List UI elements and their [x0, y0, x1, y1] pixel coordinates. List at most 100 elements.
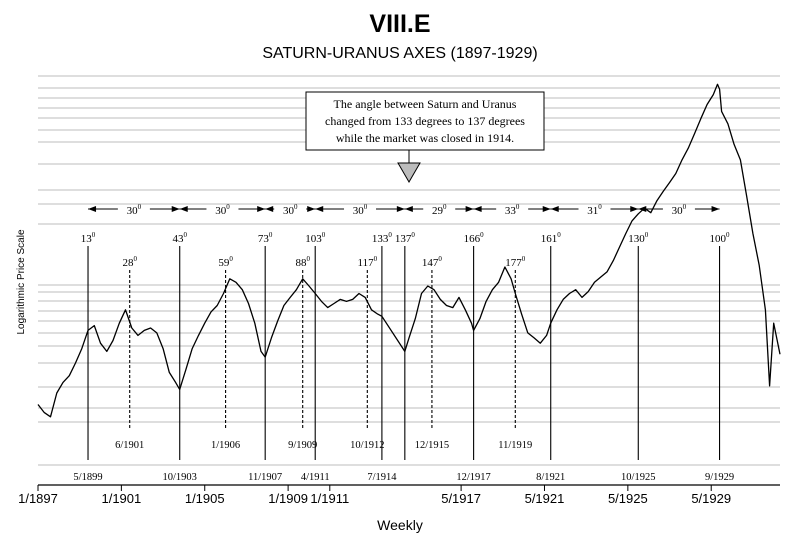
dashed-marker-angle-value: 147	[422, 257, 439, 269]
solid-marker-angle-value: 137	[395, 233, 412, 245]
dashed-marker-angle: 280	[122, 255, 137, 269]
solid-marker-angle-value: 133	[372, 233, 389, 245]
x-tick-label: 1/1905	[185, 491, 225, 506]
solid-marker-date: 11/1907	[248, 472, 282, 483]
x-axis-ticks: 1/1897 1/1901 1/1905 1/1909 1/1911 5/1917 5/19…	[18, 485, 731, 506]
solid-marker-angle-value: 73	[258, 233, 270, 245]
dashed-marker-date: 12/1915	[415, 440, 449, 451]
solid-marker-angle: 130	[81, 231, 96, 245]
x-tick-label: 5/1921	[525, 491, 565, 506]
interval-label-degree: 0	[364, 203, 368, 211]
interval-label-value: 30	[353, 205, 365, 217]
dashed-marker-date: 10/1912	[350, 440, 384, 451]
interval-arrowhead	[711, 206, 720, 212]
solid-marker-date: 8/1921	[536, 472, 565, 483]
interval-label: 300	[672, 203, 687, 217]
interval-arrowhead	[88, 206, 97, 212]
interval-label: 330	[505, 203, 520, 217]
solid-marker-angle-value: 130	[628, 233, 645, 245]
dashed-marker-angle: 880	[295, 255, 310, 269]
solid-marker-angle: 1370	[395, 231, 416, 245]
solid-marker-angle-value: 161	[541, 233, 558, 245]
solid-marker-angle: 1000	[710, 231, 731, 245]
interval-label-degree: 0	[226, 203, 230, 211]
dashed-marker-angle-degree: 0	[374, 255, 378, 263]
dashed-marker-angle-degree: 0	[438, 255, 442, 263]
interval-arrowhead	[171, 206, 180, 212]
interval-label-value: 33	[505, 205, 517, 217]
x-tick-label: 5/1917	[441, 491, 481, 506]
dashed-marker-date: 1/1906	[211, 440, 240, 451]
interval-label-value: 29	[432, 205, 444, 217]
annotation-line: The angle between Saturn and Uranus	[334, 97, 517, 111]
dashed-marker-angle: 590	[218, 255, 233, 269]
solid-marker-date: 10/1903	[163, 472, 197, 483]
chart-title: VIII.E	[369, 10, 430, 38]
interval-label: 300	[127, 203, 142, 217]
interval-label: 300	[353, 203, 368, 217]
dashed-marker-angle: 1470	[422, 255, 443, 269]
solid-marker-angle-value: 13	[81, 233, 93, 245]
interval-arrowhead	[550, 206, 559, 212]
annotation-line: while the market was closed in 1914.	[336, 131, 514, 145]
interval-arrowhead	[542, 206, 551, 212]
interval-arrowhead	[473, 206, 482, 212]
solid-marker-angle-value: 43	[172, 233, 184, 245]
dashed-marker-date: 9/1909	[288, 440, 317, 451]
interval-label-degree: 0	[138, 203, 142, 211]
solid-marker-date: 5/1899	[73, 472, 102, 483]
price-series	[37, 83, 781, 418]
solid-marker-angle-degree: 0	[183, 231, 187, 239]
solid-marker-date: 4/1911	[301, 472, 330, 483]
interval-label-value: 30	[127, 205, 139, 217]
solid-marker-date: 12/1917	[456, 472, 490, 483]
interval-arrows: 300 300 300 300 290 330 310 300	[88, 203, 720, 217]
interval-label-degree: 0	[443, 203, 447, 211]
interval-label-degree: 0	[294, 203, 298, 211]
dashed-marker-angle: 1770	[505, 255, 526, 269]
solid-marker-angle-degree: 0	[322, 231, 326, 239]
interval-arrowhead	[307, 206, 316, 212]
interval-arrowhead	[257, 206, 266, 212]
interval-arrowhead	[465, 206, 474, 212]
solid-marker-date: 9/1929	[705, 472, 734, 483]
interval-arrowhead	[638, 206, 647, 212]
interval-label-value: 30	[283, 205, 295, 217]
solid-marker-angle-value: 103	[305, 233, 322, 245]
x-tick-label: 5/1929	[691, 491, 731, 506]
interval-arrowhead	[179, 206, 188, 212]
y-axis-label: Logarithmic Price Scale	[16, 229, 27, 334]
interval-arrowhead	[396, 206, 405, 212]
solid-marker-angle-degree: 0	[557, 231, 561, 239]
solid-marker-date: 7/1914	[367, 472, 397, 483]
interval-arrowhead	[404, 206, 413, 212]
solid-marker-angle-degree: 0	[388, 231, 392, 239]
annotation-line: changed from 133 degrees to 137 degrees	[325, 114, 525, 128]
solid-marker-angle-degree: 0	[92, 231, 96, 239]
x-tick-label: 1/1901	[101, 491, 141, 506]
dashed-marker-angle-value: 88	[295, 257, 307, 269]
solid-marker-angle: 430	[172, 231, 187, 245]
dashed-marker-angle-degree: 0	[229, 255, 233, 263]
interval-label-degree: 0	[683, 203, 687, 211]
interval-arrowhead	[265, 206, 274, 212]
interval-label-value: 31	[587, 205, 598, 217]
horizontal-grid	[38, 75, 780, 466]
interval-label: 290	[432, 203, 447, 217]
interval-label-value: 30	[215, 205, 227, 217]
solid-marker-angle-degree: 0	[480, 231, 484, 239]
solid-marker-angle: 1660	[464, 231, 485, 245]
interval-label: 310	[587, 203, 602, 217]
x-tick-label: 1/1909	[268, 491, 308, 506]
annotation-arrow	[397, 162, 421, 183]
dashed-marker-angle-degree: 0	[306, 255, 310, 263]
solid-marker-angle-degree: 0	[726, 231, 730, 239]
solid-marker-angle-value: 166	[464, 233, 481, 245]
solid-marker-angle: 1300	[628, 231, 649, 245]
dashed-marker-angle-degree: 0	[133, 255, 137, 263]
dashed-marker-angle-value: 59	[218, 257, 230, 269]
solid-marker-angle-degree: 0	[269, 231, 273, 239]
dashed-marker-angle-value: 177	[505, 257, 522, 269]
dashed-marker-angle-value: 117	[358, 257, 375, 269]
